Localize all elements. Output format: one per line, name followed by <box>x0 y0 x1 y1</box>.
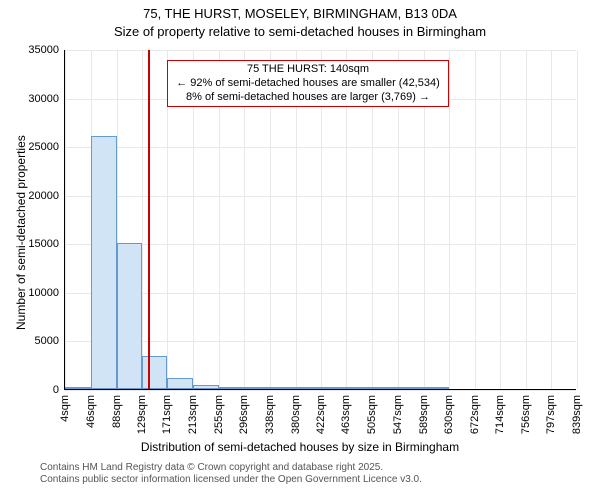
x-tick-label: 714sqm <box>494 395 506 434</box>
histogram-bar <box>372 387 398 389</box>
x-tick-label: 88sqm <box>111 395 123 428</box>
histogram-bar <box>424 387 449 389</box>
histogram-bar <box>142 356 168 389</box>
chart-title-line1: 75, THE HURST, MOSELEY, BIRMINGHAM, B13 … <box>0 6 600 21</box>
histogram-bar <box>296 387 322 389</box>
histogram-bar <box>65 387 91 389</box>
x-tick-label: 46sqm <box>85 395 97 428</box>
x-tick-label: 380sqm <box>290 395 302 434</box>
x-axis-label: Distribution of semi-detached houses by … <box>0 440 600 454</box>
histogram-bar <box>270 387 296 389</box>
y-tick-label: 10000 <box>28 287 65 299</box>
x-tick-label: 589sqm <box>418 395 430 434</box>
y-axis-label: Number of semi-detached properties <box>14 135 28 330</box>
reference-line <box>148 50 150 389</box>
x-tick-label: 630sqm <box>443 395 455 434</box>
annotation-line: 75 THE HURST: 140sqm <box>174 63 442 77</box>
gridline-v <box>577 50 578 389</box>
x-tick-label: 255sqm <box>213 395 225 434</box>
x-tick-label: 171sqm <box>161 395 173 434</box>
y-tick-label: 30000 <box>28 93 65 105</box>
histogram-bar <box>167 378 193 389</box>
footer-attribution: Contains HM Land Registry data © Crown c… <box>0 462 600 486</box>
chart-title-line2: Size of property relative to semi-detach… <box>0 24 600 39</box>
x-tick-label: 338sqm <box>264 395 276 434</box>
y-tick-label: 25000 <box>28 141 65 153</box>
x-tick-label: 463sqm <box>340 395 352 434</box>
footer-line2: Contains public sector information licen… <box>40 474 600 486</box>
annotation-line: ← 92% of semi-detached houses are smalle… <box>174 77 442 91</box>
chart-container: 75, THE HURST, MOSELEY, BIRMINGHAM, B13 … <box>0 0 600 500</box>
x-tick-label: 756sqm <box>520 395 532 434</box>
annotation-line: 8% of semi-detached houses are larger (3… <box>174 91 442 105</box>
y-tick-label: 15000 <box>28 238 65 250</box>
footer-line1: Contains HM Land Registry data © Crown c… <box>40 462 600 474</box>
gridline-v <box>475 50 476 389</box>
histogram-bar <box>244 387 270 389</box>
histogram-bar <box>219 387 244 389</box>
y-tick-label: 35000 <box>28 44 65 56</box>
gridline-h <box>65 390 576 391</box>
x-tick-label: 4sqm <box>59 395 71 422</box>
x-tick-label: 839sqm <box>571 395 583 434</box>
x-tick-label: 672sqm <box>469 395 481 434</box>
histogram-bar <box>193 385 219 389</box>
x-tick-label: 422sqm <box>315 395 327 434</box>
gridline-v <box>526 50 527 389</box>
histogram-bar <box>321 387 346 389</box>
y-tick-label: 5000 <box>35 335 65 347</box>
x-tick-label: 797sqm <box>545 395 557 434</box>
x-tick-label: 296sqm <box>238 395 250 434</box>
x-tick-label: 505sqm <box>366 395 378 434</box>
x-tick-label: 129sqm <box>136 395 148 434</box>
y-tick-label: 20000 <box>28 190 65 202</box>
histogram-bar <box>91 136 117 389</box>
x-tick-label: 213sqm <box>187 395 199 434</box>
plot-area: 050001000015000200002500030000350004sqm4… <box>64 50 576 390</box>
gridline-v <box>142 50 143 389</box>
histogram-bar <box>398 387 424 389</box>
gridline-v <box>65 50 66 389</box>
histogram-bar <box>117 243 142 389</box>
gridline-v <box>500 50 501 389</box>
annotation-box: 75 THE HURST: 140sqm← 92% of semi-detach… <box>167 60 449 107</box>
gridline-v <box>551 50 552 389</box>
x-tick-label: 547sqm <box>392 395 404 434</box>
histogram-bar <box>346 387 372 389</box>
